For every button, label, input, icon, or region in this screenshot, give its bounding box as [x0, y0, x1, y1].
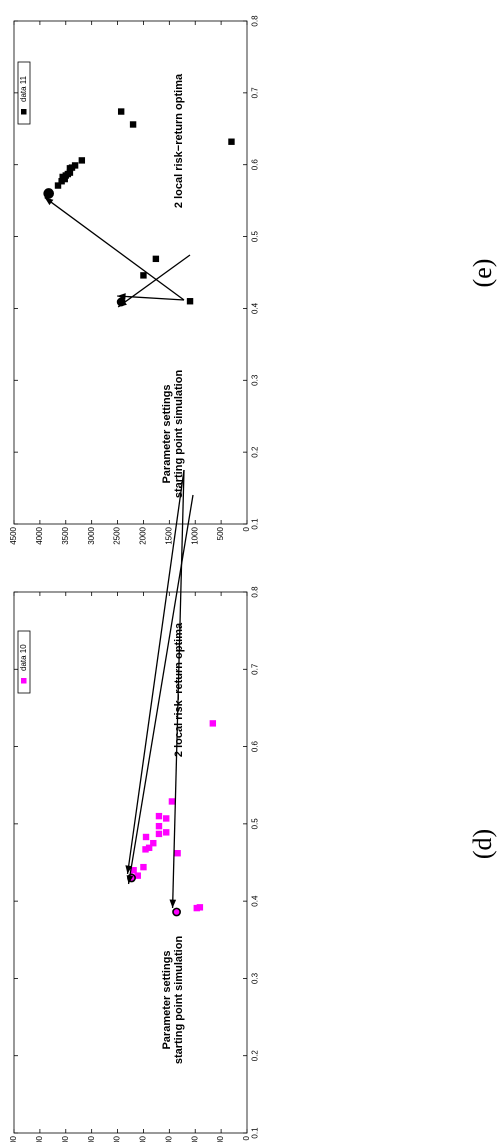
y-tick-label: 2000 — [139, 1135, 148, 1142]
data-point — [117, 108, 125, 115]
data-point — [140, 863, 147, 871]
annotation-local-optima: 2 local risk−return optima — [173, 73, 185, 208]
panel-label: (d) — [468, 829, 497, 859]
annotation-parameter-settings: Parameter settings — [161, 384, 173, 483]
x-tick-label: 0.2 — [251, 446, 260, 458]
y-tick-label: 0 — [242, 526, 251, 531]
x-tick-label: 0.8 — [251, 15, 260, 27]
annotation-starting-point: starting point simulation — [173, 936, 185, 1065]
y-tick-label: 3500 — [61, 526, 70, 544]
x-tick-label: 0.6 — [251, 740, 260, 752]
highlighted-point — [172, 907, 181, 917]
data-point — [155, 812, 163, 820]
axes-box — [13, 591, 248, 1134]
x-tick-label: 0.8 — [251, 586, 260, 598]
data-point — [228, 138, 235, 145]
y-tick-label: 1000 — [190, 526, 199, 544]
y-tick-label: 500 — [216, 526, 225, 540]
data-point — [196, 904, 204, 911]
x-tick-label: 0.6 — [251, 159, 260, 171]
x-tick-label: 0.4 — [251, 302, 260, 314]
y-tick-label: 3000 — [87, 526, 96, 544]
data-point — [155, 830, 163, 838]
data-point — [71, 162, 79, 169]
data-point — [186, 298, 194, 305]
annotations: Parameter settings starting point simulat… — [161, 622, 185, 1064]
legend-marker — [21, 109, 27, 115]
y-tick-label: 4000 — [35, 526, 44, 544]
data-point — [142, 846, 149, 853]
annotation-arrowhead — [125, 865, 132, 874]
annotation-arrow — [126, 469, 185, 875]
y-tick-label: 2500 — [113, 526, 122, 544]
data-point — [134, 872, 141, 879]
data-point — [78, 157, 86, 164]
annotation-arrowhead — [118, 299, 127, 307]
y-tick-label: 4500 — [9, 1135, 18, 1142]
highlighted-point — [43, 188, 54, 199]
y-tick-label: 3500 — [61, 1135, 70, 1142]
panel-e: 0.1 0.2 0.3 0.4 0.5 0.6 0.7 0.8 0 500 1000 1500 2000… — [9, 15, 497, 545]
data-point — [168, 798, 176, 805]
annotation-local-optima: 2 local risk−return optima — [173, 622, 185, 757]
x-tick-label: 0.7 — [251, 663, 260, 675]
y-tick-label: 500 — [216, 1135, 225, 1142]
y-tick-label: 0 — [242, 1135, 251, 1140]
annotation-starting-point: starting point simulation — [173, 370, 185, 499]
legend-marker — [21, 678, 27, 684]
y-tick-label: 3000 — [87, 1135, 96, 1142]
data-point — [130, 867, 137, 874]
panel-d: 0.1 0.2 0.3 0.4 0.5 0.6 0.7 0.8 0 500 1000 1500 2000… — [9, 469, 497, 1142]
x-tick-label: 0.4 — [251, 895, 260, 907]
x-tick-label: 0.3 — [251, 972, 260, 984]
y-tick-label: 1000 — [190, 1135, 199, 1142]
x-tick-label: 0.1 — [251, 518, 260, 530]
data-point — [142, 833, 150, 841]
legend-label: data 10 — [19, 644, 28, 671]
x-tick-label: 0.5 — [251, 818, 260, 830]
annotation-arrow — [44, 196, 185, 301]
legend-label: data 11 — [19, 75, 28, 102]
data-point — [174, 850, 181, 857]
data-point — [163, 829, 170, 836]
y-tick-label: 2500 — [113, 1135, 122, 1142]
annotation-arrowhead — [126, 875, 134, 884]
x-tick-label: 0.2 — [251, 1050, 260, 1062]
x-tick-label: 0.7 — [251, 87, 260, 99]
x-tick-label: 0.1 — [251, 1127, 260, 1139]
x-tick-label: 0.5 — [251, 230, 260, 242]
data-point — [145, 844, 153, 852]
data-point — [140, 272, 147, 279]
data-point — [152, 255, 160, 263]
data-point — [54, 182, 62, 189]
y-tick-label: 2000 — [139, 526, 148, 544]
y-tick-label: 1500 — [164, 1135, 173, 1142]
annotation-parameter-settings: Parameter settings — [161, 950, 173, 1049]
x-tick-label: 0.3 — [251, 374, 260, 386]
legend-box — [17, 630, 31, 694]
data-point — [66, 169, 74, 176]
y-tick-label: 1500 — [164, 526, 173, 544]
panel-label: (e) — [468, 259, 497, 288]
y-tick-label: 4000 — [35, 1135, 44, 1142]
data-point — [150, 839, 157, 847]
annotation-arrow — [117, 295, 185, 301]
annotation-arrowhead — [44, 197, 54, 206]
annotation-arrow — [171, 469, 185, 908]
data-point — [209, 720, 217, 727]
data-point — [129, 121, 137, 128]
axes-box — [13, 20, 248, 525]
annotations: Parameter settings starting point simulat… — [161, 73, 185, 498]
legend-box — [17, 61, 31, 125]
data-point — [163, 815, 170, 822]
data-point — [155, 822, 163, 830]
y-tick-label: 4500 — [9, 526, 18, 544]
annotation-arrowhead — [169, 899, 177, 908]
annotation-arrowhead — [117, 293, 126, 300]
annotation-arrow — [117, 254, 191, 308]
